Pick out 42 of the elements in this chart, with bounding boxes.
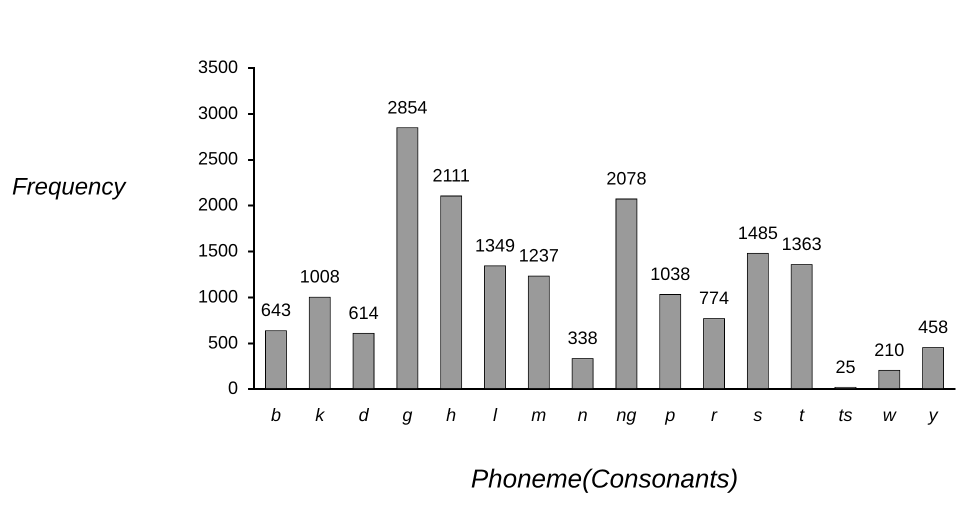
x-tick-label: h xyxy=(446,405,456,425)
data-label: 1038 xyxy=(650,264,690,284)
x-tick-label: r xyxy=(711,405,718,425)
y-tick-label: 2000 xyxy=(198,194,238,215)
data-label: 2111 xyxy=(432,165,470,186)
y-tick-label: 1500 xyxy=(198,240,238,261)
y-axis-title: Frequency xyxy=(12,174,128,201)
data-label: 1485 xyxy=(738,222,778,243)
y-tick-label: 2500 xyxy=(198,148,238,169)
data-label: 2854 xyxy=(387,97,428,118)
data-label: 1363 xyxy=(782,234,822,254)
x-tick-label: m xyxy=(531,405,546,425)
x-tick-label: ng xyxy=(616,405,636,425)
y-tick-label: 3000 xyxy=(198,102,238,123)
y-tick-label: 500 xyxy=(208,332,238,352)
data-label: 2078 xyxy=(606,168,646,188)
x-tick-label: p xyxy=(664,405,676,425)
data-label: 614 xyxy=(348,302,379,323)
x-tick-label: s xyxy=(753,405,762,425)
y-tick-label: 3500 xyxy=(198,56,238,77)
data-label: 774 xyxy=(699,288,730,308)
y-tick-label: 1000 xyxy=(198,286,238,306)
x-tick-label: ts xyxy=(838,405,852,425)
x-tick-label: b xyxy=(270,405,281,425)
x-tick-label: w xyxy=(882,405,897,425)
data-label: 643 xyxy=(260,300,291,320)
data-label: 1008 xyxy=(300,266,340,287)
data-label: 25 xyxy=(835,356,856,377)
data-label: 210 xyxy=(874,340,904,360)
y-tick-label: 0 xyxy=(228,378,238,398)
x-tick-label: d xyxy=(358,405,370,425)
x-axis-title: Phoneme(Consonants) xyxy=(470,464,738,494)
x-tick-label: y xyxy=(926,405,939,425)
data-label: 1349 xyxy=(474,235,516,256)
data-label: 1237 xyxy=(518,246,559,266)
x-tick-label: n xyxy=(578,405,588,425)
x-tick-label: g xyxy=(402,405,412,425)
x-tick-label: t xyxy=(799,405,806,425)
x-tick-label: k xyxy=(315,405,326,425)
data-label: 458 xyxy=(918,317,948,338)
data-label: 338 xyxy=(568,328,598,348)
x-tick-label: l xyxy=(492,405,498,425)
